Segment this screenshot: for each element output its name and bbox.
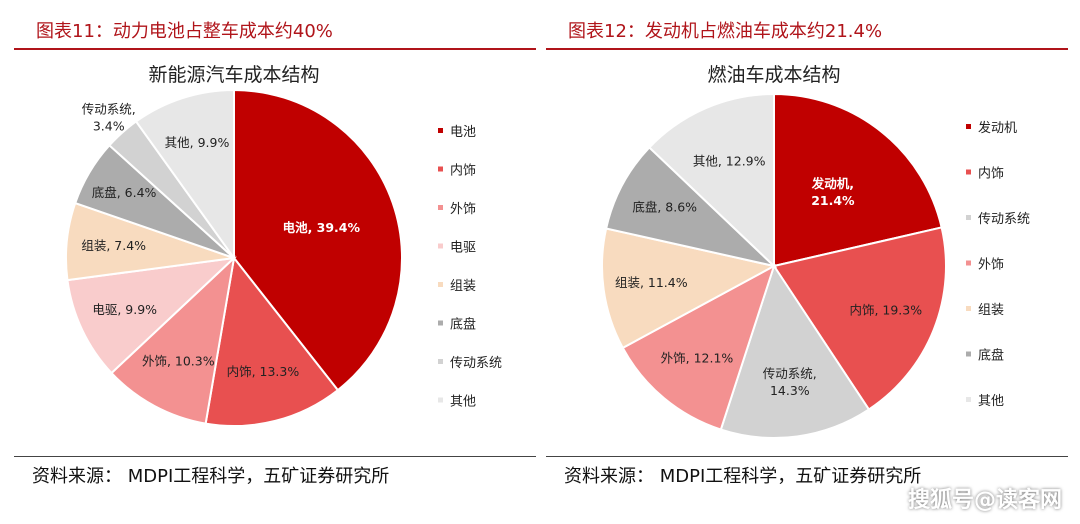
legend-label-e5a496e9a5b0: 外饰 bbox=[978, 258, 1004, 273]
pie-slice-e585b6e4bb96 bbox=[134, 88, 235, 262]
legend-swatch-e5ba95e79b98 bbox=[966, 351, 971, 357]
data-label-e5ba95e79b98: 底盘, 6.4% bbox=[92, 185, 157, 200]
legend-swatch-e5a496e9a5b0 bbox=[438, 205, 443, 210]
panel-footer: 资料来源： MDPI工程科学，五矿证券研究所 bbox=[546, 456, 1068, 497]
pie-slice-e794b5e6b1a0 bbox=[233, 88, 403, 392]
pie-slice-e58685e9a5b0 bbox=[204, 255, 340, 427]
legend-swatch-e5a496e9a5b0 bbox=[966, 260, 971, 266]
legend-swatch-e4bca0e58aa8e7b3bbe7bb9f bbox=[438, 359, 443, 364]
source-note: 资料来源： MDPI工程科学，五矿证券研究所 bbox=[564, 466, 922, 487]
pie-slice-e4bca0e58aa8e7b3bbe7bb9f bbox=[719, 263, 871, 439]
legend-label-e4bca0e58aa8e7b3bbe7bb9f: 传动系统 bbox=[450, 356, 502, 371]
left-panel: 图表11：动力电池占整车成本约40% 新能源汽车成本结构电池, 39.4% 内饰,… bbox=[14, 0, 536, 524]
data-label-e58685e9a5b0: 内饰, 13.3% bbox=[227, 364, 300, 379]
data-label-e7bb84e8a385: 组装, 11.4% bbox=[615, 275, 688, 290]
legend-label-e794b5e9a9b1: 电驱 bbox=[450, 241, 476, 256]
legend-label-e7bb84e8a385: 组装 bbox=[450, 279, 476, 294]
panel-footer: 资料来源： MDPI工程科学，五矿证券研究所 bbox=[14, 456, 536, 497]
pie-slice-e5ba95e79b98 bbox=[604, 146, 778, 268]
data-label-e58f91e58aa8e69cba: 发动机, 21.4% bbox=[811, 176, 855, 208]
source-note: 资料来源： MDPI工程科学，五矿证券研究所 bbox=[32, 466, 390, 487]
panel-header: 图表11：动力电池占整车成本约40% bbox=[14, 16, 536, 50]
chart-title: 燃油车成本结构 bbox=[707, 64, 840, 86]
data-label-e7bb84e8a385: 组装, 7.4% bbox=[81, 238, 146, 253]
pie-slice-e7bb84e8a385 bbox=[601, 227, 777, 350]
legend-swatch-e7bb84e8a385 bbox=[438, 282, 443, 287]
pie-slice-e585b6e4bb96 bbox=[647, 92, 775, 269]
legend-label-e5ba95e79b98: 底盘 bbox=[450, 317, 476, 333]
legend-label-e5ba95e79b98: 底盘 bbox=[978, 348, 1004, 364]
data-label-e5a496e9a5b0: 外饰, 12.1% bbox=[661, 351, 734, 366]
figure-caption: 图表11：动力电池占整车成本约40% bbox=[36, 21, 333, 42]
legend-label-e4bca0e58aa8e7b3bbe7bb9f: 传动系统 bbox=[978, 212, 1030, 227]
pie-slice-e794b5e9a9b1 bbox=[66, 256, 237, 375]
pie-slice-e58f91e58aa8e69cba bbox=[773, 92, 943, 268]
data-label-e585b6e4bb96: 其他, 9.9% bbox=[165, 135, 230, 150]
right-panel: 图表12：发动机占燃油车成本约21.4% 燃油车成本结构发动机, 21.4% 内饰,… bbox=[546, 0, 1068, 524]
legend-swatch-e58685e9a5b0 bbox=[438, 166, 443, 172]
panel-header: 图表12：发动机占燃油车成本约21.4% bbox=[546, 16, 1068, 50]
legend-swatch-e5ba95e79b98 bbox=[438, 320, 443, 326]
data-label-e5ba95e79b98: 底盘, 8.6% bbox=[632, 200, 697, 215]
data-label-e585b6e4bb96: 其他, 12.9% bbox=[693, 154, 766, 169]
legend-label-e7bb84e8a385: 组装 bbox=[978, 303, 1004, 318]
pie-slice-e5a496e9a5b0 bbox=[110, 255, 236, 425]
legend-swatch-e58f91e58aa8e69cba bbox=[966, 124, 971, 129]
pie-slice-e5a496e9a5b0 bbox=[621, 263, 776, 431]
legend-label-e585b6e4bb96: 其他 bbox=[450, 395, 476, 410]
legend-label-e58685e9a5b0: 内饰 bbox=[978, 166, 1004, 182]
legend-label-e585b6e4bb96: 其他 bbox=[978, 394, 1004, 409]
watermark: 搜狐号@读客网 bbox=[907, 488, 1062, 513]
data-label-e794b5e6b1a0: 电池, 39.4% bbox=[283, 220, 361, 235]
data-label-e4bca0e58aa8e7b3bbe7bb9f: 传动系统, 3.4% bbox=[82, 102, 136, 134]
chart-title: 新能源汽车成本结构 bbox=[148, 64, 319, 86]
data-label-e58685e9a5b0: 内饰, 19.3% bbox=[849, 303, 922, 318]
pie-slice-e58685e9a5b0 bbox=[772, 226, 947, 411]
legend-label-e794b5e6b1a0: 电池 bbox=[450, 125, 476, 140]
legend-label-e58f91e58aa8e69cba: 发动机 bbox=[978, 120, 1017, 136]
legend-swatch-e585b6e4bb96 bbox=[438, 397, 443, 403]
data-label-e794b5e9a9b1: 电驱, 9.9% bbox=[92, 302, 157, 317]
legend-label-e5a496e9a5b0: 外饰 bbox=[450, 202, 476, 217]
legend-label-e58685e9a5b0: 内饰 bbox=[450, 163, 476, 179]
legend-swatch-e58685e9a5b0 bbox=[966, 169, 971, 175]
data-label-e5a496e9a5b0: 外饰, 10.3% bbox=[142, 354, 215, 369]
legend-swatch-e794b5e6b1a0 bbox=[438, 128, 443, 133]
legend-swatch-e4bca0e58aa8e7b3bbe7bb9f bbox=[966, 215, 971, 220]
legend-swatch-e585b6e4bb96 bbox=[966, 397, 971, 402]
figure-caption: 图表12：发动机占燃油车成本约21.4% bbox=[568, 21, 883, 42]
legend-swatch-e794b5e9a9b1 bbox=[438, 243, 443, 249]
legend-swatch-e7bb84e8a385 bbox=[966, 306, 971, 311]
data-label-e4bca0e58aa8e7b3bbe7bb9f: 传动系统, 14.3% bbox=[763, 366, 817, 398]
